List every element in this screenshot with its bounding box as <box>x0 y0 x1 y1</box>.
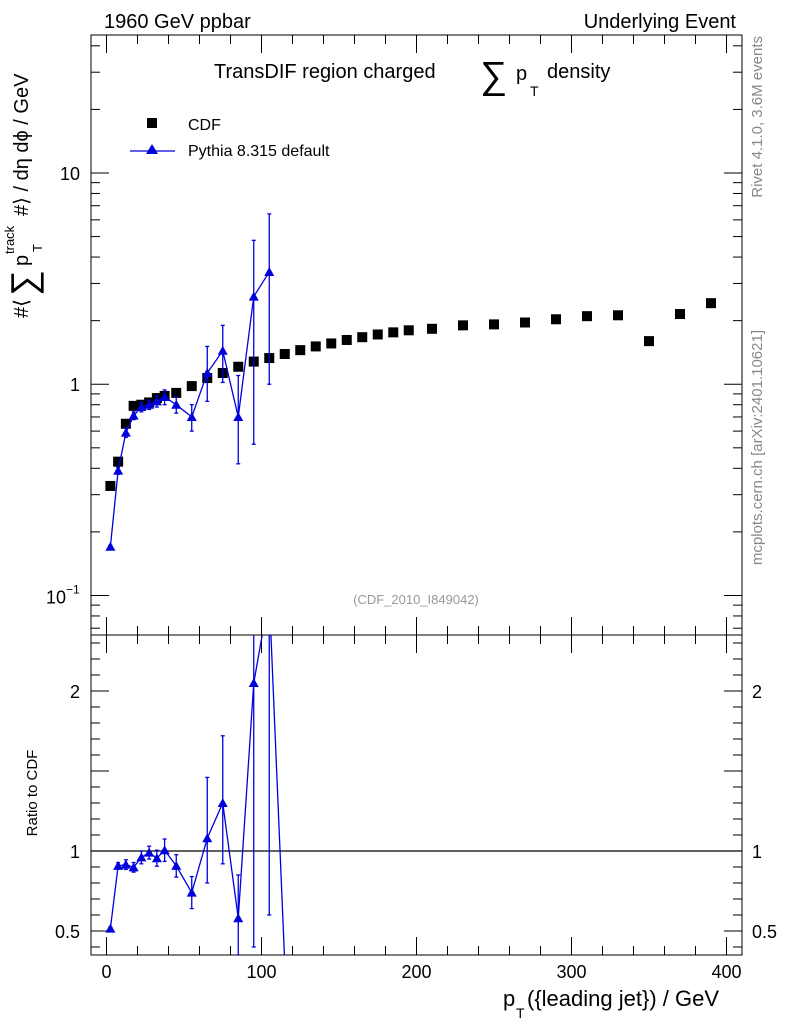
main-y-tick-labels: 10 −1 1 10 <box>46 164 80 607</box>
ratio-ytick-label-right: 0.5 <box>752 922 777 942</box>
ratio-plot-frame <box>90 634 743 956</box>
ratio-point <box>113 860 124 870</box>
ratio-ytick-label-left: 0.5 <box>55 922 80 942</box>
ratio-point <box>280 958 290 967</box>
ytick-label-10: 10 <box>60 164 80 184</box>
cdf-point <box>613 310 623 321</box>
xtick-label: 100 <box>246 962 276 982</box>
ratio-point <box>186 887 197 897</box>
xtick-label: 200 <box>401 962 431 982</box>
xtick-label: 300 <box>556 962 586 982</box>
source-label: mcplots.cern.ch [arXiv:2401.10621] <box>749 330 766 565</box>
ratio-y-tick-labels: 0.5 0.5 1 1 2 2 <box>55 682 777 942</box>
ratio-point <box>151 853 162 863</box>
analysis-annotation: (CDF_2010_I849042) <box>353 592 479 607</box>
cdf-point <box>341 334 352 345</box>
ratio-point <box>136 852 147 862</box>
ratio-data-layer <box>105 590 290 967</box>
cdf-point <box>128 400 139 411</box>
ratio-line <box>109 635 286 955</box>
main-data-layer <box>105 213 716 551</box>
cdf-point <box>706 298 716 309</box>
cdf-point <box>489 319 499 330</box>
cdf-point <box>295 345 306 356</box>
cdf-point <box>458 320 468 331</box>
pythia-point <box>128 410 139 420</box>
pythia-point <box>233 411 244 421</box>
cdf-point <box>279 349 290 360</box>
ratio-ytick-label-right: 2 <box>752 682 762 702</box>
pythia-point <box>217 345 228 355</box>
cdf-point <box>326 338 337 349</box>
cdf-point <box>372 329 383 340</box>
legend-label-cdf: CDF <box>188 117 221 134</box>
ratio-point <box>171 860 182 870</box>
cdf-point <box>403 325 414 336</box>
pythia-point <box>120 427 131 437</box>
ratio-point <box>202 833 213 843</box>
pythia-point <box>202 368 213 378</box>
cdf-point <box>357 332 368 343</box>
x-axis-label: p T ({leading jet}) / GeV <box>503 986 719 1023</box>
ratio-ytick-label-right: 1 <box>752 842 762 862</box>
xtick-label: 0 <box>101 962 111 982</box>
ratio-point <box>120 859 131 869</box>
ratio-point <box>248 678 259 687</box>
cdf-point <box>582 311 592 322</box>
cdf-point <box>551 314 561 325</box>
legend-marker-pythia <box>146 144 158 154</box>
cdf-point <box>427 323 437 334</box>
cdf-point <box>186 381 197 392</box>
cdf-point <box>644 336 654 347</box>
ytick-label-0.1: 10 −1 <box>46 582 80 607</box>
axis-ticks <box>91 35 742 955</box>
pythia-point <box>136 402 147 412</box>
ratio-point <box>144 847 155 857</box>
header-right: Underlying Event <box>584 11 737 33</box>
cdf-point <box>520 317 530 328</box>
cdf-point <box>233 361 244 372</box>
cdf-point <box>105 480 116 491</box>
legend-marker-cdf <box>147 118 157 128</box>
cdf-point <box>171 387 182 398</box>
pythia-point <box>113 465 124 475</box>
ratio-point <box>128 862 139 872</box>
pythia-point <box>151 396 162 406</box>
ratio-y-axis-label: Ratio to CDF <box>24 750 41 837</box>
ratio-point <box>264 590 274 599</box>
legend: CDF Pythia 8.315 default <box>130 117 330 160</box>
pythia-point <box>105 541 116 551</box>
main-title: TransDIF region charged ∑ p T density <box>214 55 610 101</box>
cdf-point <box>310 341 321 352</box>
cdf-point <box>113 456 124 467</box>
ratio-ytick-label-left: 1 <box>70 842 80 862</box>
svg-text:#⟨ ∑ p track: #⟨ ∑ p track T #⟩ / dη dϕ / GeV <box>0 73 47 318</box>
x-tick-labels: 0 100 200 300 400 <box>101 962 741 982</box>
ratio-point <box>159 845 170 855</box>
header-left: 1960 GeV ppbar <box>104 11 251 33</box>
cdf-point <box>120 418 131 429</box>
ratio-point <box>217 798 228 807</box>
cdf-point <box>388 327 399 338</box>
xtick-label: 400 <box>711 962 741 982</box>
pythia-point <box>264 266 275 276</box>
ratio-ytick-label-left: 2 <box>70 682 80 702</box>
ytick-label-1: 1 <box>70 375 80 395</box>
ratio-point <box>105 923 116 933</box>
main-y-axis-label: #⟨ ∑ p track T #⟩ / dη dϕ / GeV <box>0 73 47 318</box>
cdf-point <box>675 309 685 320</box>
pythia-point <box>248 291 259 301</box>
pythia-point <box>186 411 197 421</box>
pythia-point <box>171 399 182 409</box>
pythia-point <box>159 392 170 402</box>
legend-label-pythia: Pythia 8.315 default <box>188 143 330 160</box>
pythia-point <box>144 399 155 409</box>
rivet-label: Rivet 4.1.0, 3.6M events <box>749 36 766 198</box>
ratio-point <box>233 913 244 923</box>
